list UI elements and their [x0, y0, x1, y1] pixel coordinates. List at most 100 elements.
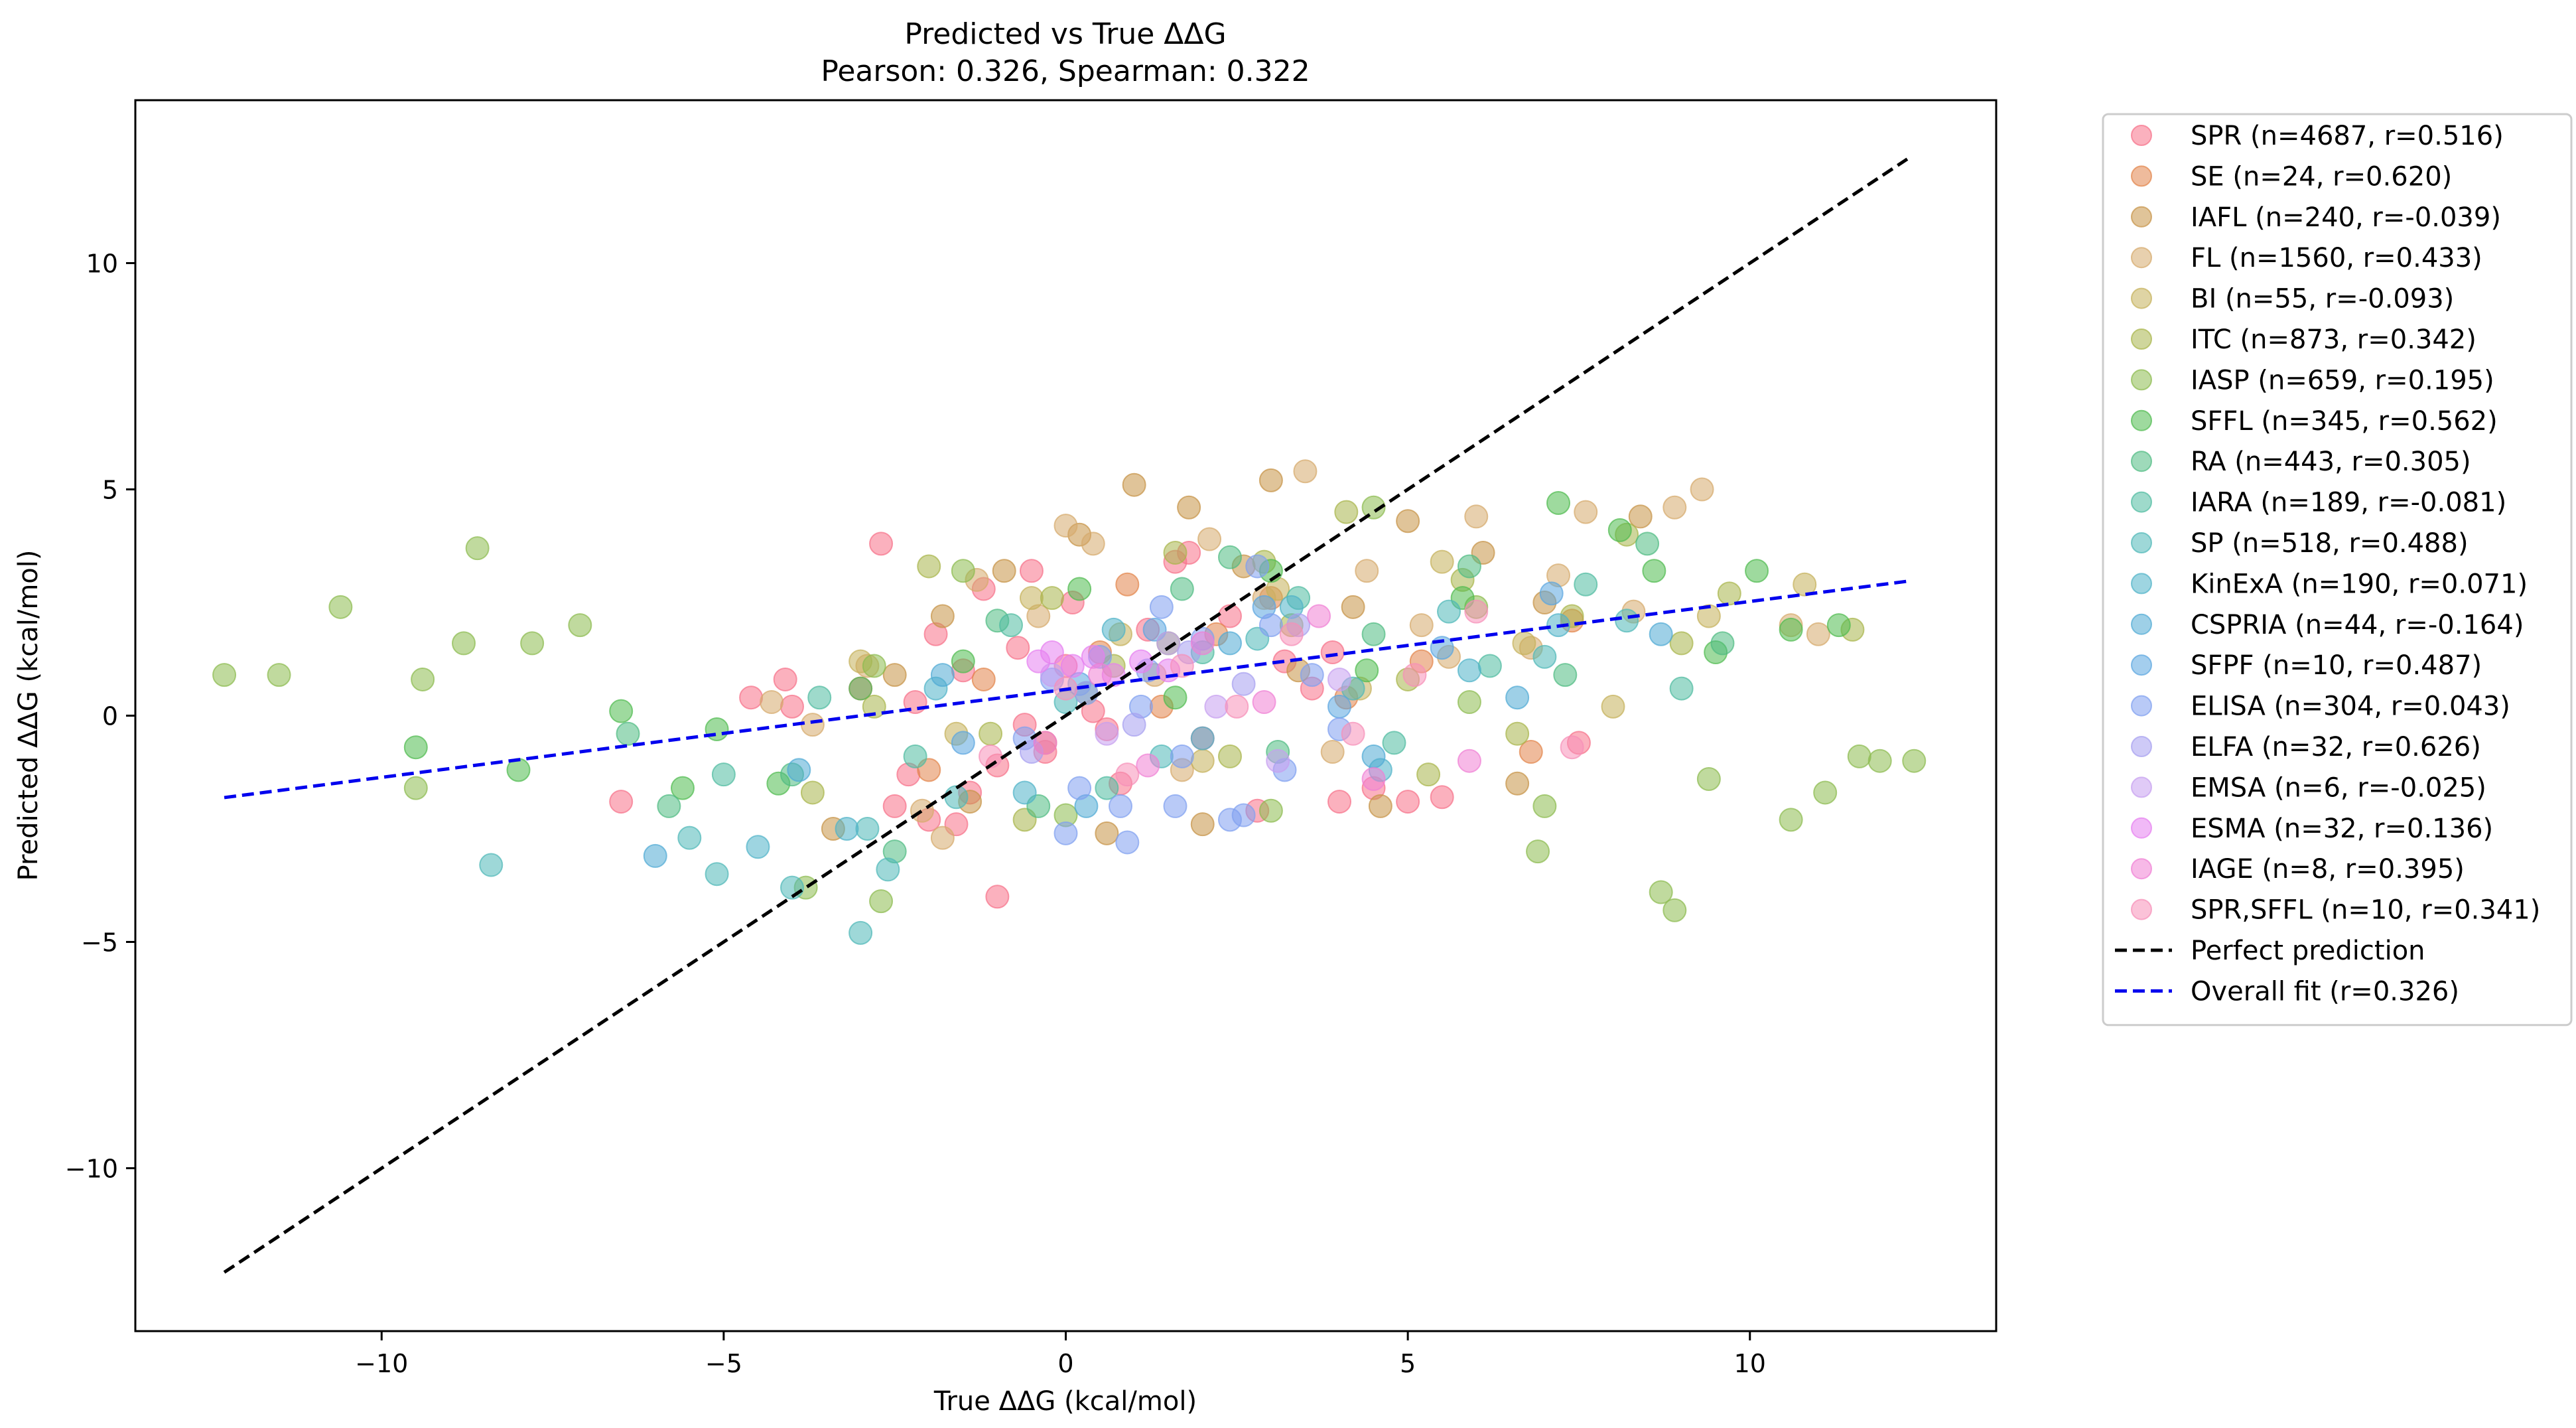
data-point [876, 857, 900, 882]
data-point [930, 604, 955, 628]
data-point [1437, 599, 1461, 624]
data-point [1327, 694, 1351, 719]
legend-marker [2131, 736, 2152, 757]
data-point [403, 735, 428, 760]
x-tick-label: 0 [1057, 1349, 1073, 1378]
data-point [1019, 586, 1044, 610]
data-point [1279, 622, 1304, 646]
series-6 [212, 495, 1927, 922]
data-point [1553, 663, 1578, 687]
legend-marker [2131, 328, 2152, 350]
data-point [1190, 631, 1215, 656]
data-point [1149, 595, 1174, 619]
data-point [1560, 735, 1584, 760]
data-point [1293, 459, 1318, 484]
data-point [1532, 794, 1557, 818]
data-point [671, 776, 695, 800]
data-point [1190, 812, 1215, 837]
data-point [1526, 839, 1550, 864]
data-point [910, 798, 934, 823]
data-point [1361, 622, 1386, 646]
data-point [1806, 622, 1830, 646]
data-point [1690, 477, 1714, 502]
legend-label: SPR (n=4687, r=0.516) [2191, 121, 2504, 151]
data-point [979, 721, 1003, 746]
legend-label: ESMA (n=32, r=0.136) [2191, 814, 2493, 844]
data-point [1519, 740, 1543, 764]
data-point [1826, 613, 1851, 638]
data-point [917, 554, 941, 579]
x-tick-label: 5 [1400, 1349, 1416, 1378]
data-point [1266, 749, 1290, 773]
data-point [1156, 631, 1181, 656]
data-point [944, 785, 969, 810]
legend-box [2102, 113, 2573, 1027]
data-point [1088, 663, 1113, 687]
data-point [1464, 504, 1489, 529]
data-point [616, 721, 640, 746]
data-point [1231, 803, 1256, 827]
series-9 [711, 572, 1694, 800]
data-point [1177, 495, 1201, 520]
data-point [1218, 631, 1242, 656]
data-point [1115, 762, 1140, 787]
data-point [1136, 753, 1160, 778]
data-point [1574, 572, 1598, 597]
legend-label: BI (n=55, r=-0.093) [2191, 284, 2454, 315]
data-point [643, 843, 667, 868]
data-point [1457, 690, 1481, 715]
data-point [1327, 790, 1351, 814]
legend-label: IARA (n=189, r=-0.081) [2191, 488, 2506, 518]
data-point [848, 920, 873, 945]
data-point [1163, 794, 1187, 818]
data-point [1779, 808, 1803, 832]
data-point [403, 776, 428, 800]
legend-label: SE (n=24, r=0.620) [2191, 161, 2452, 192]
data-point [1006, 636, 1030, 660]
data-point [1402, 663, 1427, 687]
x-tick-label: 10 [1734, 1349, 1766, 1378]
data-point [520, 631, 545, 656]
data-point [1341, 595, 1365, 619]
data-point [1122, 713, 1146, 737]
legend-marker [2131, 206, 2152, 228]
data-point [951, 649, 975, 674]
legend-label: ELFA (n=32, r=0.626) [2191, 732, 2481, 762]
data-point [1341, 721, 1365, 746]
y-tick-label: 5 [102, 476, 118, 505]
data-point [705, 717, 729, 741]
data-point [267, 663, 291, 687]
y-tick-label: 0 [102, 702, 118, 731]
data-point [1095, 721, 1119, 746]
data-point [1320, 740, 1345, 764]
data-point [1710, 631, 1735, 656]
data-point [1101, 617, 1126, 642]
data-point [1457, 749, 1481, 773]
legend-label: SPR,SFFL (n=10, r=0.341) [2191, 895, 2540, 926]
perfect-prediction-line [223, 157, 1909, 1274]
x-tick-label: −5 [705, 1349, 742, 1378]
data-point [1409, 613, 1434, 638]
data-point [1642, 559, 1666, 583]
data-point [1231, 672, 1256, 696]
y-tick-label: −5 [81, 928, 118, 957]
legend-marker [2131, 369, 2152, 391]
legend-label: ELISA (n=304, r=0.043) [2191, 691, 2510, 722]
y-tick-label: −10 [65, 1154, 118, 1183]
legend-label: SFFL (n=345, r=0.562) [2191, 406, 2498, 437]
legend-marker [2131, 695, 2152, 717]
data-point [1067, 577, 1092, 601]
data-point [1779, 617, 1803, 642]
data-point [1505, 721, 1530, 746]
data-point [800, 713, 825, 737]
data-point [711, 762, 736, 787]
data-point [479, 853, 504, 877]
data-point [1696, 766, 1721, 791]
data-point [1464, 599, 1489, 624]
data-point [971, 667, 996, 691]
data-point [746, 835, 770, 859]
data-point [212, 663, 237, 687]
legend-marker [2131, 573, 2152, 595]
legend-marker [2131, 858, 2152, 880]
data-point [1574, 500, 1598, 524]
